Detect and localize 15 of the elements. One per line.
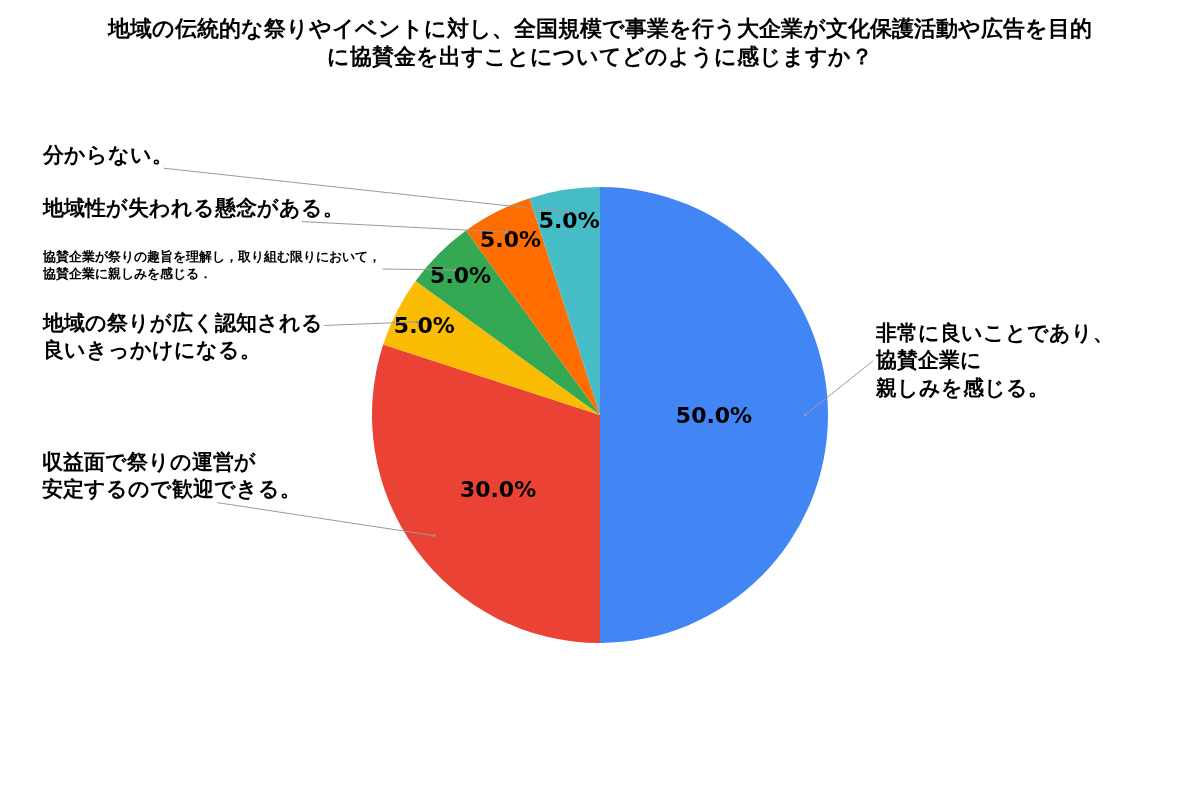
data-label: 5.0% xyxy=(430,263,492,289)
data-label: 5.0% xyxy=(479,226,541,252)
slice-label: 収益面で祭りの運営が安定するので歓迎できる。 xyxy=(42,450,301,502)
data-label: 30.0% xyxy=(459,476,537,502)
data-label: 5.0% xyxy=(393,312,455,338)
chart-title: 地域の伝統的な祭りやイベントに対し、全国規模で事業を行う大企業が文化保護活動や広告を目的に協賛金を出すことについてどのように感じますか？ xyxy=(107,15,1092,70)
slice-label: 地域性が失われる懸念がある。 xyxy=(42,196,344,220)
slice-label: 地域の祭りが広く認知される良いきっかけになる。 xyxy=(42,311,323,363)
data-label: 5.0% xyxy=(538,207,600,233)
pie-slice xyxy=(600,187,828,643)
slice-label: 協賛企業が祭りの趣旨を理解し，取り組む限りにおいて，協賛企業に親しみを感じる． xyxy=(42,249,381,281)
pie-slice xyxy=(372,344,600,643)
slice-label: 分からない。 xyxy=(42,143,173,167)
slice-label: 非常に良いことであり、協賛企業に親しみを感じる。 xyxy=(875,321,1114,400)
data-label: 50.0% xyxy=(675,402,753,428)
